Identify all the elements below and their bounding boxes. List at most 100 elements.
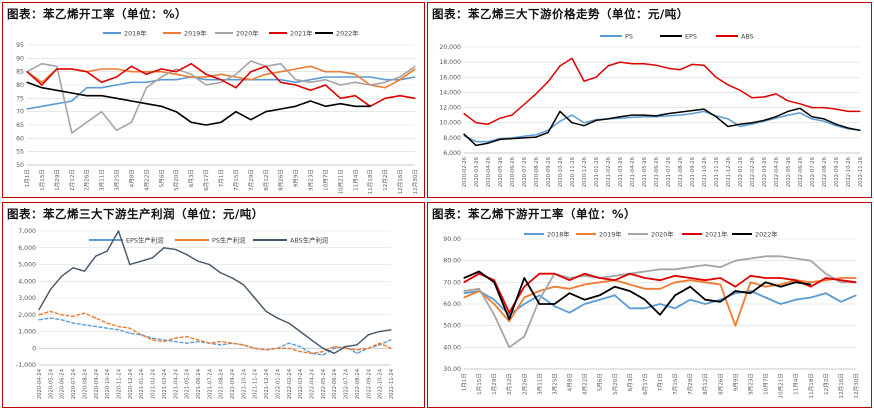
- data-point: [299, 330, 301, 333]
- data-point: [56, 89, 58, 91]
- x-tick-label: 2020-12-24: [128, 368, 134, 399]
- data-point: [186, 342, 188, 344]
- data-point: [101, 87, 103, 89]
- data-point: [523, 296, 525, 299]
- x-tick-label: 12月16日: [397, 169, 404, 194]
- y-tick-label: 12,000: [439, 105, 461, 112]
- x-tick-label: 8月12日: [702, 373, 709, 395]
- x-tick-label: 2022-05-24: [321, 368, 327, 399]
- data-point: [235, 111, 237, 113]
- data-point: [780, 286, 782, 288]
- x-tick-label: 2022-04-24: [310, 368, 316, 399]
- data-point: [751, 123, 753, 125]
- x-tick-label: 2022-09-24: [366, 368, 372, 399]
- data-point: [559, 120, 561, 122]
- y-tick-label: 80.00: [443, 258, 461, 265]
- data-point: [414, 68, 416, 70]
- data-point: [659, 303, 661, 305]
- x-tick-label: 6月17日: [203, 169, 210, 191]
- data-point: [379, 330, 381, 333]
- data-point: [299, 351, 301, 353]
- data-point: [310, 339, 313, 341]
- x-tick-label: 2021-06-24: [196, 368, 202, 399]
- data-point: [145, 71, 147, 73]
- x-tick-label: 1月15日: [39, 169, 46, 191]
- data-point: [354, 105, 356, 107]
- data-point: [117, 230, 120, 232]
- x-tick-label: 2021-04-24: [173, 368, 179, 399]
- data-point: [463, 292, 465, 294]
- legend-label: ABS: [741, 32, 754, 40]
- data-point: [523, 277, 525, 279]
- x-tick-label: 5月20日: [173, 169, 180, 191]
- x-tick-label: 2020-06-26: [510, 157, 516, 187]
- data-point: [599, 281, 601, 283]
- legend-label: EPS: [685, 32, 697, 40]
- data-point: [583, 125, 585, 127]
- data-point: [115, 84, 118, 86]
- data-point: [689, 286, 691, 288]
- data-point: [629, 273, 631, 275]
- x-tick-label: 9月23日: [308, 169, 315, 191]
- data-point: [250, 71, 252, 73]
- x-tick-label: 4月22日: [582, 373, 589, 395]
- data-point: [129, 327, 131, 329]
- x-tick-label: 2021-09-24: [230, 368, 236, 399]
- x-tick-label: 2020-05-26: [498, 157, 504, 187]
- x-tick-label: 12月2日: [823, 373, 830, 395]
- data-point: [231, 277, 233, 279]
- y-tick-label: 10,000: [439, 120, 461, 127]
- x-tick-label: 2022-06-26: [798, 157, 804, 187]
- data-point: [463, 281, 465, 283]
- x-tick-label: 8月26日: [278, 169, 285, 191]
- x-tick-label: 3月11日: [99, 169, 106, 191]
- x-tick-label: 2022-08-24: [355, 368, 361, 399]
- series-line-1: [38, 310, 392, 354]
- legend-label: 2020年: [236, 28, 259, 37]
- data-point: [369, 76, 371, 78]
- data-point: [523, 335, 525, 338]
- data-point: [379, 342, 381, 344]
- data-point: [511, 114, 513, 116]
- data-point: [197, 339, 199, 341]
- y-tick-label: 0: [32, 345, 36, 352]
- data-point: [86, 87, 88, 89]
- x-tick-label: 2021-10-24: [241, 368, 247, 399]
- x-tick-label: 7月1日: [218, 169, 225, 187]
- x-tick-label: 2022-04-26: [774, 157, 780, 187]
- data-point: [835, 125, 837, 127]
- data-point: [703, 110, 705, 112]
- data-point: [508, 312, 510, 314]
- data-point: [859, 129, 861, 131]
- data-point: [704, 264, 706, 266]
- data-point: [175, 71, 177, 73]
- series-line-4: [463, 270, 811, 321]
- data-point: [674, 281, 676, 283]
- data-point: [679, 111, 681, 113]
- data-point: [140, 260, 142, 262]
- data-point: [309, 100, 312, 102]
- data-point: [538, 303, 540, 305]
- data-point: [174, 337, 176, 339]
- x-tick-label: 2021-12-26: [726, 157, 732, 187]
- data-point: [703, 64, 705, 66]
- data-point: [151, 339, 154, 341]
- data-point: [643, 63, 645, 65]
- data-point: [644, 277, 646, 279]
- data-point: [493, 279, 495, 281]
- data-point: [719, 266, 721, 268]
- data-point: [115, 129, 118, 131]
- data-point: [823, 106, 825, 109]
- data-point: [205, 76, 207, 78]
- data-point: [310, 352, 313, 354]
- data-point: [26, 71, 28, 73]
- data-point: [599, 299, 601, 301]
- data-point: [208, 263, 210, 266]
- data-point: [130, 71, 133, 73]
- data-point: [644, 288, 646, 290]
- x-tick-label: 2020-10-26: [558, 157, 564, 187]
- data-point: [795, 299, 797, 301]
- data-point: [175, 111, 177, 113]
- x-tick-label: 10月7日: [322, 169, 329, 191]
- data-point: [399, 76, 401, 78]
